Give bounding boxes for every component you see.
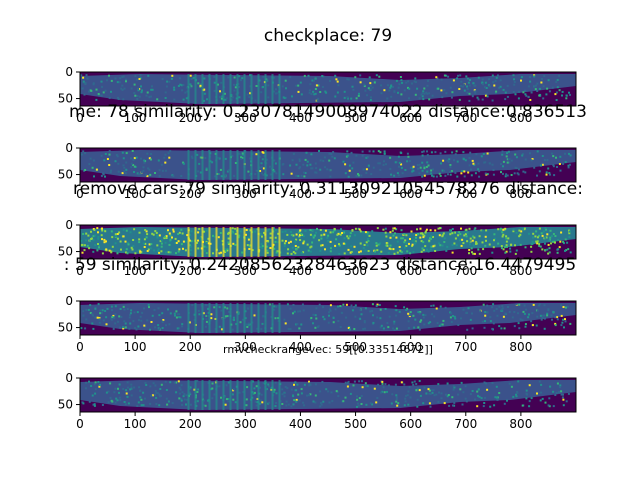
panel-title: checkplace: 79 [263,26,393,46]
axes-frame [79,377,577,413]
x-tick-label: 200 [179,417,202,431]
x-tick-label: 100 [124,111,147,125]
y-tick-label: 0 [65,141,73,155]
x-tick-label: 0 [76,417,84,431]
x-tick-label: 0 [76,187,84,201]
y-tick-label: 50 [58,245,73,259]
x-tick-label: 600 [399,111,422,125]
axes-frame [79,71,577,107]
y-tick-label: 50 [58,168,73,182]
x-tick-label: 500 [344,264,367,278]
x-tick-label: 100 [124,340,147,354]
x-tick-label: 500 [344,417,367,431]
heatmap-speckles [81,380,570,410]
x-tick-label: 800 [509,187,532,201]
x-tick-label: 600 [399,187,422,201]
x-tick-label: 400 [289,340,312,354]
panel-title: : 59 similarity: 0.24208562328463623 dis… [63,255,577,275]
axes-frame [79,300,577,336]
x-tick-label: 500 [344,187,367,201]
x-tick-label: 400 [289,187,312,201]
x-tick-label: 300 [234,340,257,354]
x-tick-label: 200 [179,340,202,354]
x-tick-label: 800 [509,417,532,431]
y-tick-label: 50 [58,321,73,335]
heatmap-band [80,303,576,333]
y-tick-label: 0 [65,218,73,232]
x-tick-label: 700 [454,264,477,278]
y-tick-label: 0 [65,371,73,385]
x-tick-label: 500 [344,111,367,125]
x-tick-label: 700 [454,417,477,431]
panel-title: me: 78 similarity: 0.23078149008974022 d… [69,102,587,122]
x-tick-label: 400 [289,111,312,125]
x-tick-label: 200 [179,111,202,125]
heatmap-speckles [80,150,572,180]
x-tick-label: 600 [399,264,422,278]
heatmap-band [80,380,576,410]
heatmap-band [80,150,576,180]
x-tick-label: 100 [124,417,147,431]
x-tick-label: 400 [289,417,312,431]
y-tick-label: 50 [58,92,73,106]
x-tick-label: 100 [124,264,147,278]
x-tick-label: 200 [179,264,202,278]
x-tick-label: 500 [344,340,367,354]
x-tick-label: 100 [124,187,147,201]
x-tick-label: 700 [454,111,477,125]
axes-frame [79,224,577,260]
y-tick-label: 50 [58,398,73,412]
heatmap-speckles [80,303,572,333]
x-tick-label: 200 [179,187,202,201]
panel-title: rmvcheckrangevec: 59[[0.33514672]] [223,343,433,356]
x-tick-label: 800 [509,340,532,354]
axes-frame [79,147,577,183]
y-tick-label: 0 [65,294,73,308]
heatmap-speckles [80,74,571,104]
x-tick-label: 700 [454,187,477,201]
x-tick-label: 600 [399,340,422,354]
heatmap-speckles [80,227,572,257]
x-tick-label: 0 [76,264,84,278]
x-tick-label: 700 [454,340,477,354]
x-tick-label: 300 [234,111,257,125]
y-tick-label: 0 [65,65,73,79]
x-tick-label: 300 [234,187,257,201]
x-tick-label: 400 [289,264,312,278]
x-tick-label: 0 [76,111,84,125]
panel-title: remove cars:79 similarity: 0.31130921054… [73,179,583,199]
x-tick-label: 0 [76,340,84,354]
x-tick-label: 300 [234,264,257,278]
x-tick-label: 600 [399,417,422,431]
x-tick-label: 300 [234,417,257,431]
heatmap-band [80,74,576,104]
x-tick-label: 800 [509,111,532,125]
x-tick-label: 800 [509,264,532,278]
